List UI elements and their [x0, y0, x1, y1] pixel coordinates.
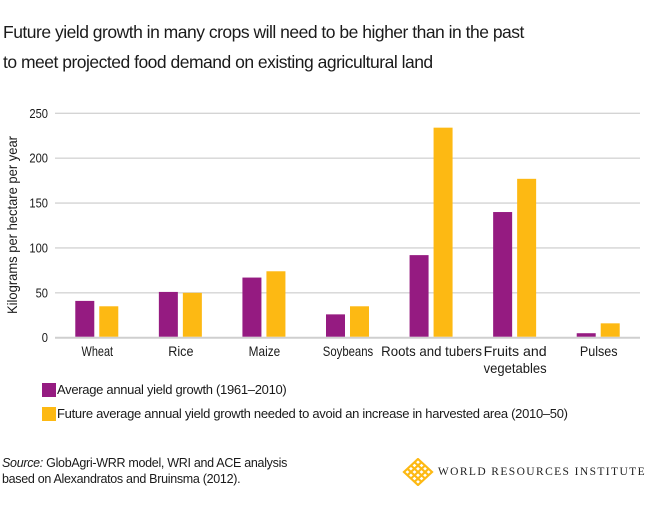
legend-swatch-future: [42, 407, 56, 421]
bar-future: [99, 306, 119, 337]
x-category-label: vegetables: [484, 360, 547, 376]
source-text-line-2: based on Alexandratos and Bruinsma (2012…: [2, 472, 241, 486]
x-category-label: Fruits and: [484, 343, 547, 359]
y-tick-label: 150: [29, 196, 48, 211]
y-tick-label: 200: [29, 151, 48, 166]
bar-chart: 0 50 100 150 200 250 Kilograms per hectare per…: [4, 106, 640, 376]
chart-title: Future yield growth in many crops will n…: [3, 17, 643, 77]
bar-future: [433, 127, 453, 337]
bar-future: [600, 323, 620, 337]
bar-future: [350, 306, 369, 337]
source-note: Source: GlobAgri-WRR model, WRI and ACE …: [2, 455, 362, 487]
source-label: Source:: [2, 456, 43, 470]
wri-logo-icon: [402, 458, 434, 486]
x-category-label: Roots and tubers: [381, 343, 482, 359]
bar-historical: [326, 314, 345, 337]
wri-logo: WORLD RESOURCES INSTITUTE: [402, 458, 646, 486]
chart-title-line-2: to meet projected food demand on existin…: [3, 52, 433, 72]
bar-historical: [493, 212, 513, 337]
wri-logo-text: WORLD RESOURCES INSTITUTE: [437, 466, 646, 478]
chart-title-line-1: Future yield growth in many crops will n…: [3, 22, 524, 42]
bar-historical: [242, 277, 262, 337]
x-category-label: Maize: [249, 343, 281, 359]
legend-label-future: Future average annual yield growth neede…: [57, 406, 568, 421]
x-category-label: Rice: [168, 343, 193, 359]
x-category-label: Wheat: [82, 343, 114, 359]
y-tick-label: 0: [42, 330, 48, 345]
y-axis-label: Kilograms per hectare per year: [4, 136, 20, 314]
x-category-label: Soybeans: [323, 343, 373, 359]
y-tick-label: 100: [29, 240, 48, 255]
y-tick-label: 50: [36, 285, 48, 300]
source-text: GlobAgri-WRR model, WRI and ACE analysis: [42, 456, 288, 470]
bar-historical: [75, 300, 95, 337]
legend-swatch-historical: [42, 383, 56, 397]
y-tick-label: 250: [29, 106, 48, 121]
legend-label-historical: Average annual yield growth (1961–2010): [57, 382, 287, 397]
x-category-label: Pulses: [580, 343, 618, 359]
bar-future: [182, 292, 202, 337]
bar-historical: [576, 333, 596, 337]
bar-historical: [158, 291, 178, 337]
bar-future: [517, 178, 537, 337]
bar-historical: [409, 255, 429, 337]
bar-future: [266, 271, 286, 337]
